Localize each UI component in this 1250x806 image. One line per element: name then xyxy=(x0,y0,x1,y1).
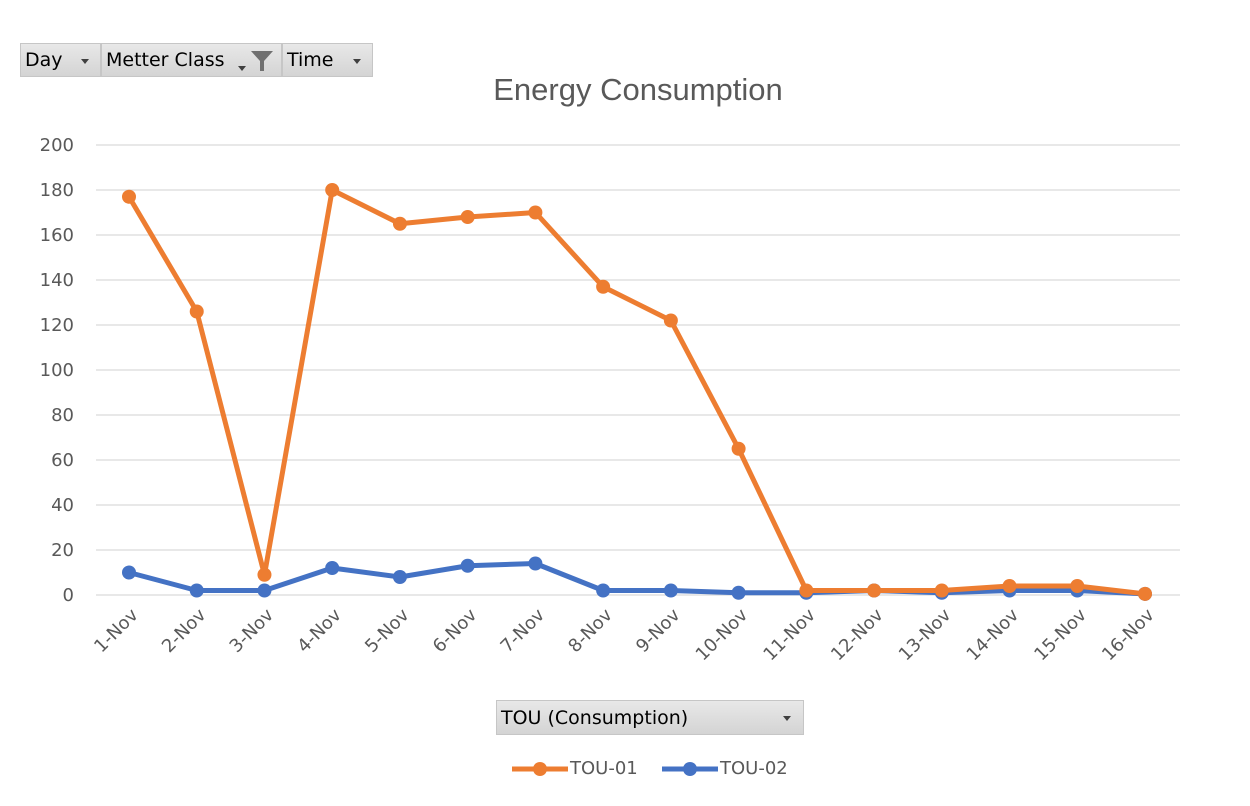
x-tick-label: 15-Nov xyxy=(1030,604,1091,665)
series-tou-01 xyxy=(122,183,1152,601)
data-point[interactable] xyxy=(596,279,611,294)
y-tick-label: 180 xyxy=(40,180,74,201)
y-tick-label: 100 xyxy=(40,360,74,381)
data-point[interactable] xyxy=(189,583,204,598)
chart-legend: TOU-01 TOU-02 xyxy=(0,755,1250,783)
x-tick-label: 8-Nov xyxy=(564,604,617,657)
y-tick-label: 80 xyxy=(51,405,74,426)
series-tou-02 xyxy=(122,556,1152,601)
data-point[interactable] xyxy=(257,583,272,598)
day-field-button[interactable]: Day xyxy=(20,43,101,77)
data-point[interactable] xyxy=(934,583,949,598)
y-tick-label: 160 xyxy=(40,225,74,246)
filter-icon xyxy=(251,51,273,71)
data-point[interactable] xyxy=(1070,579,1085,593)
data-point[interactable] xyxy=(663,583,678,598)
x-tick-label: 7-Nov xyxy=(497,604,550,657)
x-tick-label: 11-Nov xyxy=(759,604,820,665)
time-field-button[interactable]: Time xyxy=(282,43,373,77)
y-tick-label: 40 xyxy=(51,495,74,516)
y-tick-label: 60 xyxy=(51,450,74,471)
time-dropdown-arrow-icon[interactable] xyxy=(353,59,361,64)
data-point[interactable] xyxy=(1002,579,1017,593)
data-point[interactable] xyxy=(731,585,746,600)
data-point[interactable] xyxy=(867,583,882,598)
y-tick-label: 120 xyxy=(40,315,74,336)
series-line xyxy=(126,187,1146,597)
y-tick-label: 200 xyxy=(40,135,74,156)
y-tick-label: 20 xyxy=(51,540,74,561)
data-point[interactable] xyxy=(122,189,136,204)
data-point[interactable] xyxy=(392,216,407,231)
data-point[interactable] xyxy=(189,304,204,319)
tou-dropdown-arrow-icon[interactable] xyxy=(783,716,791,721)
day-dropdown-arrow-icon[interactable] xyxy=(81,59,89,64)
legend-tou02-label: TOU-02 xyxy=(720,758,788,779)
data-point[interactable] xyxy=(325,183,340,197)
meter-class-dropdown-arrow-icon[interactable] xyxy=(238,66,246,71)
data-point[interactable] xyxy=(528,205,543,220)
tou-consumption-dropdown[interactable]: TOU (Consumption) xyxy=(496,700,804,735)
day-field-label: Day xyxy=(25,49,63,71)
data-point[interactable] xyxy=(257,567,272,582)
data-point[interactable] xyxy=(1138,586,1152,601)
data-point[interactable] xyxy=(460,210,475,224)
y-tick-label: 0 xyxy=(63,585,74,606)
legend-tou01-marker-icon xyxy=(512,762,568,776)
chart-title: Energy Consumption xyxy=(493,72,783,107)
legend-tou01-label: TOU-01 xyxy=(570,758,638,779)
x-tick-label: 3-Nov xyxy=(226,604,279,657)
data-point[interactable] xyxy=(392,570,407,584)
legend-tou02-marker-icon xyxy=(662,762,718,776)
series-lines xyxy=(122,183,1152,601)
data-point[interactable] xyxy=(528,556,543,571)
x-tick-label: 10-Nov xyxy=(692,604,753,665)
x-tick-label: 1-Nov xyxy=(90,604,143,657)
data-point[interactable] xyxy=(663,313,678,328)
x-tick-label: 13-Nov xyxy=(895,604,956,665)
tou-consumption-label: TOU (Consumption) xyxy=(501,706,689,729)
data-point[interactable] xyxy=(460,558,475,573)
x-tick-label: 4-Nov xyxy=(293,604,346,657)
x-tick-label: 5-Nov xyxy=(361,604,414,657)
x-tick-label: 14-Nov xyxy=(963,604,1024,665)
x-tick-label: 2-Nov xyxy=(158,604,211,657)
time-field-label: Time xyxy=(287,49,334,71)
meter-class-field-label: Metter Class xyxy=(106,49,225,71)
y-tick-label: 140 xyxy=(40,270,74,291)
x-tick-label: 16-Nov xyxy=(1098,604,1159,665)
data-point[interactable] xyxy=(799,583,814,598)
x-axis-ticks: 1-Nov 2-Nov 3-Nov 4-Nov 5-Nov 6-Nov 7-Nov 8-Nov… xyxy=(90,604,1159,665)
data-point[interactable] xyxy=(596,583,611,598)
y-axis-ticks: 0 20 40 60 80 100 120 140 160 180 200 xyxy=(40,135,74,606)
data-point[interactable] xyxy=(731,441,746,456)
meter-class-field-button[interactable]: Metter Class xyxy=(101,43,282,77)
series-line xyxy=(128,561,1146,597)
gridlines xyxy=(96,144,1180,596)
x-tick-label: 9-Nov xyxy=(632,604,685,657)
x-tick-label: 6-Nov xyxy=(429,604,482,657)
data-point[interactable] xyxy=(325,561,340,575)
data-point[interactable] xyxy=(122,565,136,580)
x-tick-label: 12-Nov xyxy=(827,604,888,665)
